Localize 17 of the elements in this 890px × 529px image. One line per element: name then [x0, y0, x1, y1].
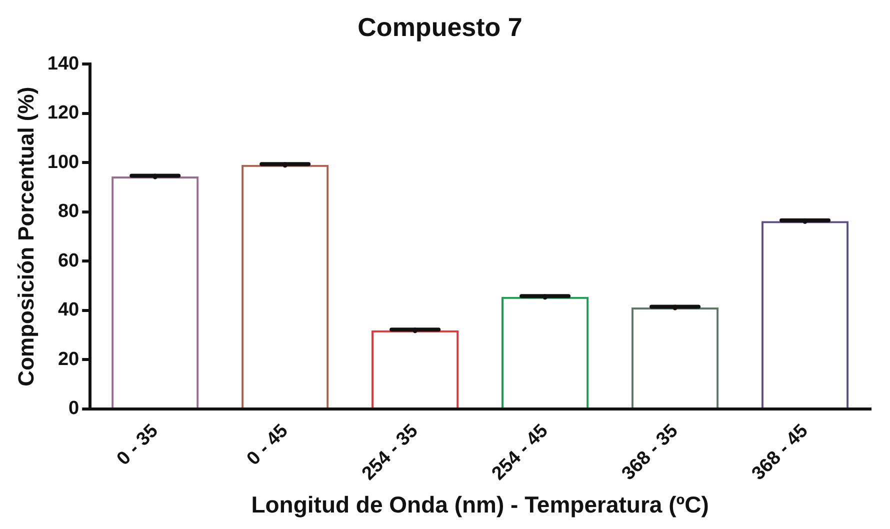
x-tick-label: 254 - 45 [488, 420, 553, 485]
y-axis-title: Composición Porcentual (%) [13, 86, 38, 386]
chart-title: Compuesto 7 [358, 12, 522, 42]
y-tick-label: 20 [58, 348, 80, 370]
x-tick-label: 368 - 35 [618, 420, 683, 485]
y-tick-label: 140 [47, 53, 80, 74]
y-tick-label: 80 [58, 201, 80, 222]
y-tick-label: 60 [58, 250, 80, 272]
x-axis-title: Longitud de Onda (nm) - Temperatura (ºC) [251, 492, 709, 518]
y-tick-label: 120 [47, 102, 80, 124]
x-tick-label: 0 - 35 [113, 420, 163, 470]
y-tick-label: 100 [47, 152, 80, 173]
y-tick-label: 40 [58, 300, 80, 321]
x-tick-label: 0 - 45 [243, 420, 293, 470]
x-tick-label: 368 - 45 [748, 420, 813, 485]
x-tick-label: 254 - 35 [358, 420, 423, 485]
y-tick-label: 0 [68, 398, 80, 420]
